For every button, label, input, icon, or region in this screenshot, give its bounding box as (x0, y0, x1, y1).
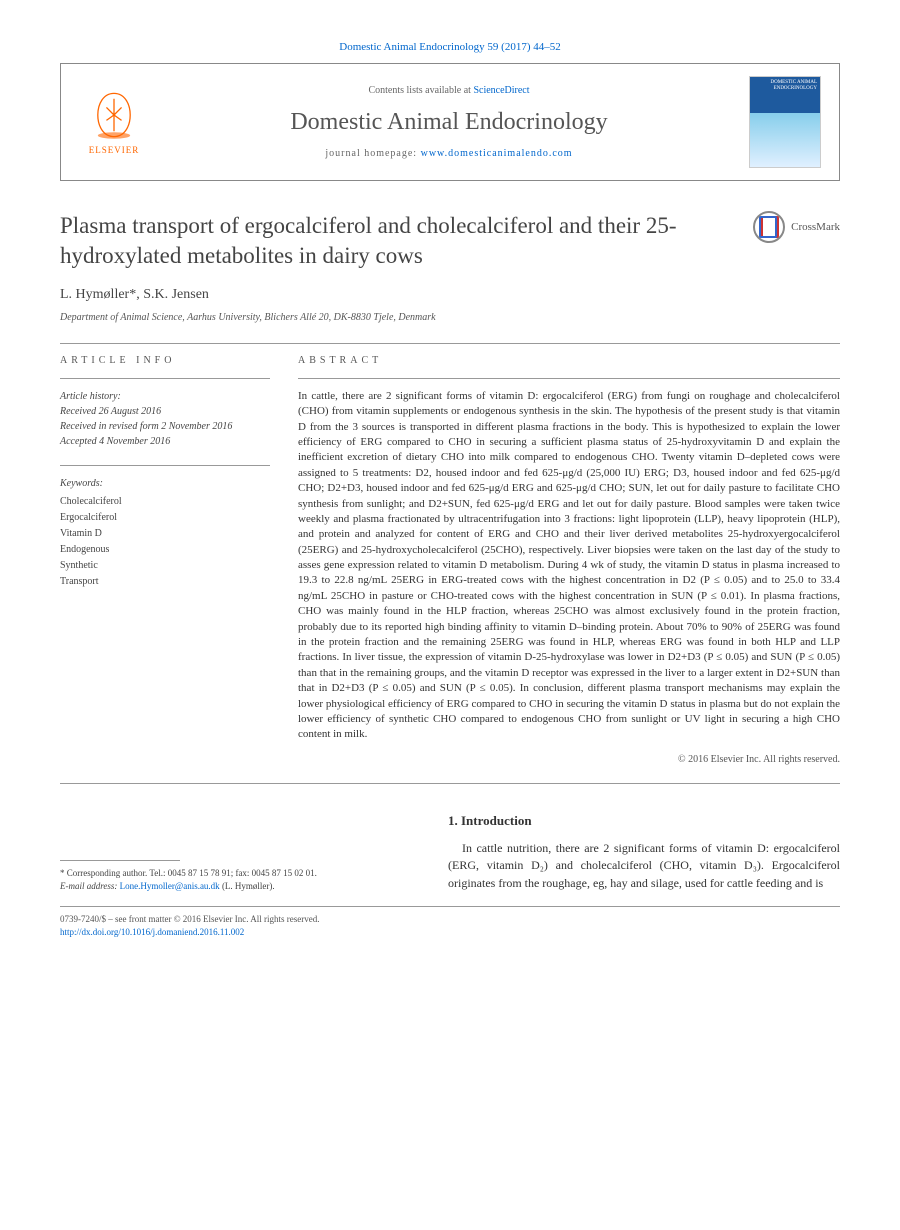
footer-copyright: 0739-7240/$ – see front matter © 2016 El… (60, 913, 840, 926)
homepage-line: journal homepage: www.domesticanimalendo… (165, 147, 733, 161)
corresponding-email-line: E-mail address: Lone.Hymoller@anis.au.dk… (60, 880, 420, 893)
divider (60, 783, 840, 784)
divider (298, 378, 840, 379)
info-abstract-row: ARTICLE INFO Article history: Received 2… (60, 354, 840, 767)
page-container: Domestic Animal Endocrinology 59 (2017) … (0, 0, 900, 978)
divider (60, 465, 270, 466)
homepage-prefix: journal homepage: (325, 148, 420, 159)
abstract-text: In cattle, there are 2 significant forms… (298, 389, 840, 743)
keyword-item: Ergocalciferol (60, 510, 270, 526)
affiliation: Department of Animal Science, Aarhus Uni… (60, 311, 840, 325)
elsevier-tree-icon (87, 88, 141, 142)
corresponding-column: * Corresponding author. Tel.: 0045 87 15… (60, 812, 420, 892)
crossmark-widget[interactable]: CrossMark (753, 211, 840, 243)
header-box: ELSEVIER Contents lists available at Sci… (60, 63, 840, 181)
header-center: Contents lists available at ScienceDirec… (165, 84, 733, 162)
article-history: Article history: Received 26 August 2016… (60, 389, 270, 449)
abstract-column: ABSTRACT In cattle, there are 2 signific… (298, 354, 840, 767)
footnote-divider (60, 860, 180, 861)
article-info-label: ARTICLE INFO (60, 354, 270, 368)
elsevier-label: ELSEVIER (89, 144, 140, 157)
introduction-heading: 1. Introduction (448, 812, 840, 830)
contents-line: Contents lists available at ScienceDirec… (165, 84, 733, 98)
elsevier-logo: ELSEVIER (79, 83, 149, 161)
keywords-block: Keywords: Cholecalciferol Ergocalciferol… (60, 476, 270, 590)
email-link[interactable]: Lone.Hymoller@anis.au.dk (120, 881, 220, 891)
keyword-item: Endogenous (60, 542, 270, 558)
abstract-label: ABSTRACT (298, 354, 840, 368)
contents-prefix: Contents lists available at (368, 85, 473, 96)
footer: 0739-7240/$ – see front matter © 2016 El… (60, 906, 840, 938)
introduction-text: In cattle nutrition, there are 2 signifi… (448, 840, 840, 892)
email-suffix: (L. Hymøller). (220, 881, 275, 891)
journal-cover-thumbnail: DOMESTIC ANIMAL ENDOCRINOLOGY (749, 76, 821, 168)
crossmark-icon (753, 211, 785, 243)
homepage-link[interactable]: www.domesticanimalendo.com (421, 148, 573, 159)
history-revised: Received in revised form 2 November 2016 (60, 419, 270, 434)
introduction-column: 1. Introduction In cattle nutrition, the… (448, 812, 840, 892)
email-label: E-mail address: (60, 881, 120, 891)
authors: L. Hymøller*, S.K. Jensen (60, 285, 840, 305)
history-accepted: Accepted 4 November 2016 (60, 434, 270, 449)
cover-title: DOMESTIC ANIMAL ENDOCRINOLOGY (750, 77, 820, 113)
history-label: Article history: (60, 389, 270, 404)
divider (60, 378, 270, 379)
journal-reference: Domestic Animal Endocrinology 59 (2017) … (60, 40, 840, 55)
history-received: Received 26 August 2016 (60, 404, 270, 419)
title-row: Plasma transport of ergocalciferol and c… (60, 211, 840, 271)
keyword-item: Synthetic (60, 558, 270, 574)
keywords-label: Keywords: (60, 476, 270, 492)
cover-image-area (750, 113, 820, 167)
corresponding-author: * Corresponding author. Tel.: 0045 87 15… (60, 867, 420, 892)
crossmark-label: CrossMark (791, 220, 840, 235)
divider (60, 343, 840, 344)
bottom-section: * Corresponding author. Tel.: 0045 87 15… (60, 812, 840, 892)
journal-name: Domestic Animal Endocrinology (165, 106, 733, 140)
corresponding-label: * Corresponding author. Tel.: 0045 87 15… (60, 867, 420, 880)
sciencedirect-link[interactable]: ScienceDirect (473, 85, 529, 96)
article-info-column: ARTICLE INFO Article history: Received 2… (60, 354, 270, 767)
doi-link[interactable]: http://dx.doi.org/10.1016/j.domaniend.20… (60, 927, 244, 937)
keyword-item: Vitamin D (60, 526, 270, 542)
keyword-item: Transport (60, 574, 270, 590)
keyword-item: Cholecalciferol (60, 494, 270, 510)
copyright-line: © 2016 Elsevier Inc. All rights reserved… (298, 753, 840, 767)
article-title: Plasma transport of ergocalciferol and c… (60, 211, 737, 271)
